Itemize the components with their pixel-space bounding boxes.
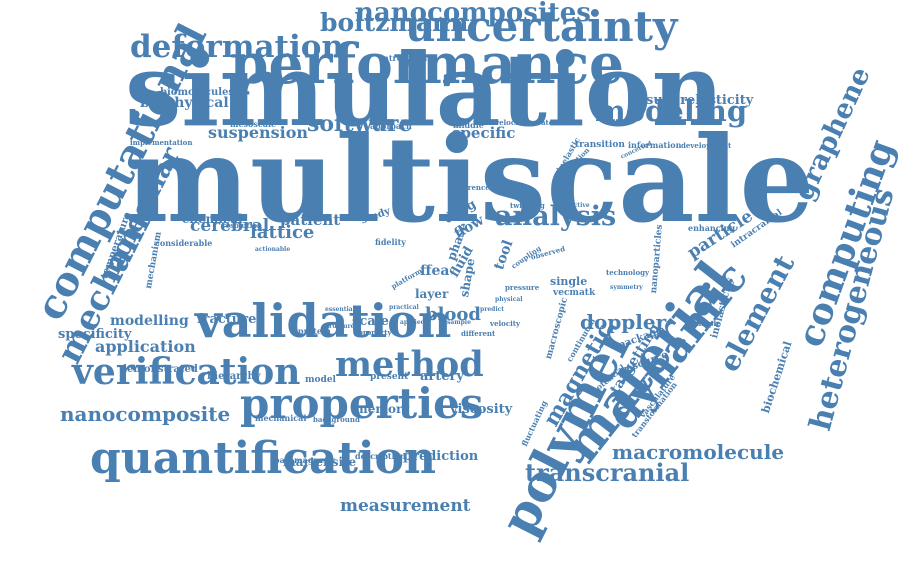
cloud-word-nanocomposites: nanocomposites <box>355 0 591 28</box>
cloud-word-biomolecules: biomolecules <box>160 87 235 98</box>
cloud-word-predict: predict <box>480 306 505 314</box>
cloud-word-viscosity: viscosity <box>450 401 513 417</box>
cloud-word-memory: memory <box>355 402 410 417</box>
cloud-word-middle: middle <box>453 119 484 130</box>
cloud-word-cerebral: cerebral <box>190 216 270 237</box>
cloud-word-simulation: simulation <box>125 31 725 149</box>
cloud-word-blood: blood <box>425 303 482 325</box>
cloud-word-multiscale: multiscale <box>125 109 815 249</box>
cloud-word-suspension: suspension <box>208 123 309 143</box>
cloud-word-software: software <box>307 111 413 138</box>
cloud-word-properties: properties <box>240 379 484 429</box>
cloud-word-mechanical: mechanical <box>255 412 307 423</box>
cloud-word-sample: sample <box>447 319 471 327</box>
cloud-word-doppler: doppler <box>580 310 667 334</box>
cloud-word-different: different <box>461 329 496 339</box>
cloud-word-boltzmann: boltzmann <box>320 8 469 37</box>
cloud-word-patient: patient <box>280 211 341 229</box>
cloud-word-practical: practical <box>389 304 419 312</box>
cloud-word-structure: structure <box>323 323 355 331</box>
cloud-word-specificity: specificity <box>58 326 132 342</box>
cloud-word-artery: artery <box>420 368 464 384</box>
cloud-word-essential: essential <box>325 306 355 314</box>
cloud-word-quantification: quantification <box>90 432 436 484</box>
cloud-word-technology: technology <box>606 268 650 278</box>
cloud-word-implementation: implementation <box>130 138 193 148</box>
cloud-word-enhancing: enhancing <box>688 222 736 233</box>
cloud-word-method: method <box>335 344 484 385</box>
cloud-word-macromolecule: macromolecule <box>612 440 785 464</box>
cloud-word-verification: verification <box>72 351 301 394</box>
cloud-word-transcranial: transcranial <box>525 457 690 487</box>
cloud-word-prediction: prediction <box>403 448 479 464</box>
cloud-word-development: development <box>681 141 732 151</box>
cloud-word-difference: difference <box>450 183 490 193</box>
cloud-word-actionable: actionable <box>255 246 291 254</box>
cloud-word-velocities: velocities <box>495 118 533 128</box>
cloud-word-layer: layer <box>415 287 449 302</box>
cloud-word-property: property <box>358 328 392 338</box>
cloud-word-paramagnetic: paramagnetic <box>274 454 336 465</box>
cloud-word-physical: physical <box>495 296 523 304</box>
cloud-word-nanocomposite: nanocomposite <box>60 402 231 426</box>
cloud-word-considerable: considerable <box>155 237 213 248</box>
cloud-word-analysis: analysis <box>495 201 617 233</box>
cloud-word-velocity: velocity <box>490 319 521 329</box>
cloud-word-demonstrated: demonstrated <box>120 364 198 375</box>
cloud-word-ffea: ffea <box>420 262 450 279</box>
cloud-word-model: model <box>305 374 336 385</box>
cloud-word-present: present <box>370 371 409 382</box>
cloud-word-martensite: martensite <box>283 455 357 470</box>
cloud-word-chemical: chemical <box>182 212 243 227</box>
cloud-word-hierarchy: hierarchy <box>207 371 261 382</box>
cloud-word-fidelity: fidelity <box>375 236 406 247</box>
cloud-word-modelling: modelling <box>110 312 189 329</box>
cloud-word-predictive: predictive <box>556 202 590 210</box>
cloud-word-pressure: pressure <box>505 283 540 293</box>
cloud-word-fracture: fracture <box>197 311 257 327</box>
cloud-word-deformation: deformation <box>130 29 344 66</box>
cloud-word-vecmatk: vecmatk <box>553 287 596 298</box>
cloud-word-superelasticity: superelasticity <box>646 92 754 108</box>
cloud-word-uncertainty: uncertainty <box>405 2 678 52</box>
cloud-word-example: example <box>688 319 721 329</box>
cloud-word-biochemical: biochemical <box>759 339 795 415</box>
cloud-word-macroscopic: macroscopic <box>544 296 571 361</box>
cloud-word-background: background <box>313 415 360 425</box>
cloud-word-approach: approach <box>370 120 412 131</box>
cloud-word-validation: validation <box>195 294 452 349</box>
cloud-word-single: single <box>550 275 588 289</box>
cloud-word-protein: protein <box>298 325 331 336</box>
cloud-word-twinning: twinning <box>510 201 545 211</box>
cloud-word-mesoscale: mesoscale <box>230 118 277 129</box>
cloud-word-resolution: resolution <box>222 221 263 231</box>
cloud-word-atomistic: atomistic <box>541 118 578 128</box>
cloud-word-application: application <box>95 337 196 357</box>
cloud-word-biophysical: biophysical <box>140 94 229 111</box>
cloud-word-introducing: introducing <box>380 52 433 63</box>
cloud-word-specific: specific <box>452 124 516 142</box>
cloud-word-description: description <box>355 450 406 461</box>
cloud-word-scale: scale <box>352 313 389 329</box>
cloud-word-modeling: modeling <box>595 93 748 128</box>
cloud-word-information: information <box>628 139 682 150</box>
cloud-word-applied: applied <box>400 319 425 327</box>
cloud-word-lattice: lattice <box>250 221 315 243</box>
cloud-word-transition: transition <box>575 139 625 150</box>
cloud-word-measurement: measurement <box>340 496 471 517</box>
cloud-word-performance: performance <box>230 31 625 96</box>
cloud-word-symmetry: symmetry <box>610 284 643 292</box>
